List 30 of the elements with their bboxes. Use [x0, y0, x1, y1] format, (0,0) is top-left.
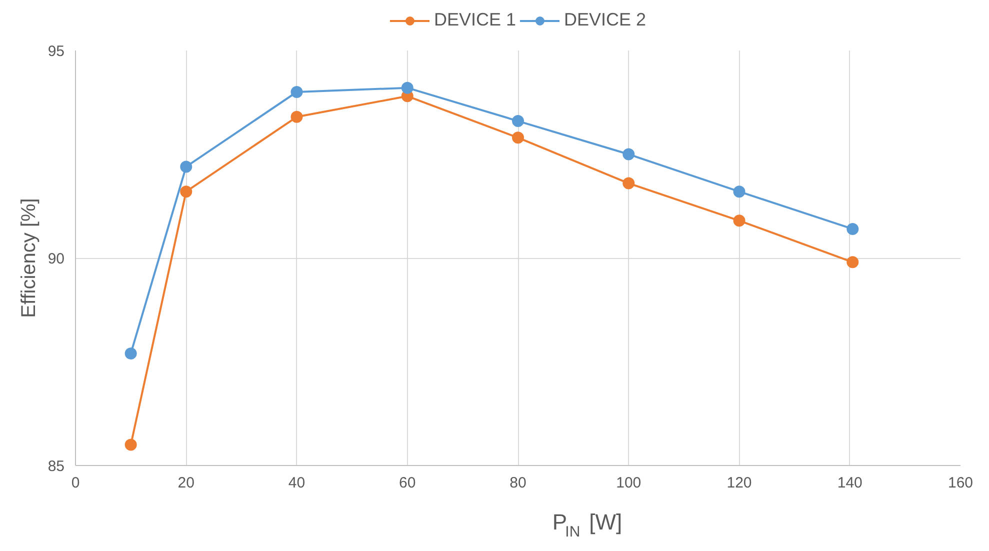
y-tick-label: 85 [48, 458, 65, 475]
point [846, 222, 859, 235]
x-tick-label: 100 [616, 474, 642, 492]
point [512, 132, 524, 144]
x-tick-label: 60 [399, 474, 416, 492]
y-tick-label: 95 [48, 43, 65, 60]
x-tick-label: 120 [726, 474, 752, 492]
point [124, 347, 137, 360]
point [846, 256, 859, 268]
point [733, 214, 746, 227]
x-tick-label: 140 [837, 474, 862, 492]
point [622, 177, 635, 190]
y-tick-label: 90 [48, 250, 65, 268]
x-tick-label: 160 [948, 474, 974, 492]
point [290, 86, 303, 98]
y-axis-title: Efficiency [%] [18, 198, 40, 318]
point [180, 160, 192, 173]
point [290, 110, 303, 123]
point [124, 438, 137, 451]
point [401, 82, 414, 94]
point [622, 148, 635, 160]
x-tick-label: 20 [178, 474, 194, 492]
x-tick-label: 80 [510, 474, 526, 492]
legend-label: DEVICE 2 [564, 10, 646, 30]
point [733, 186, 746, 198]
point [512, 115, 524, 128]
x-tick-label: 0 [71, 474, 80, 492]
x-tick-label: 40 [288, 474, 306, 492]
point [180, 186, 192, 198]
legend-label: DEVICE 1 [434, 10, 516, 30]
